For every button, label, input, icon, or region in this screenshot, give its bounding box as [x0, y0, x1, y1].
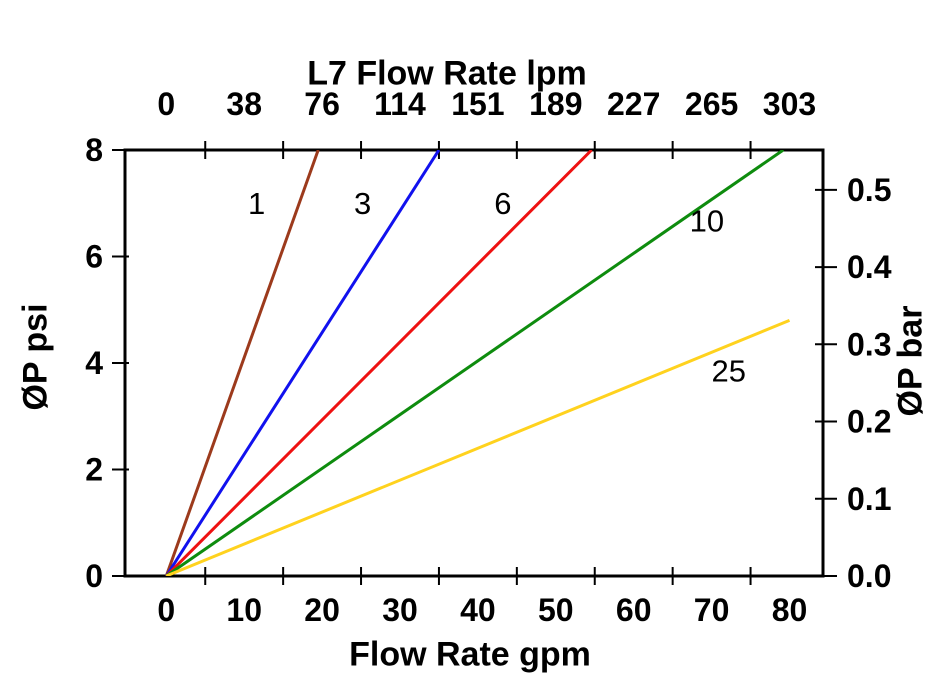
- bottom-axis-tick-label: 80: [772, 592, 808, 628]
- bottom-axis-tick-label: 70: [694, 592, 730, 628]
- left-axis-tick-label: 6: [85, 239, 103, 275]
- series-line-10: [165, 150, 785, 576]
- series-label-10: 10: [690, 203, 724, 238]
- top-axis-tick-label: 151: [451, 86, 504, 122]
- right-axis-tick-label: 0.3: [847, 326, 891, 362]
- top-axis-tick-label: 303: [763, 86, 816, 122]
- series-label-25: 25: [711, 353, 745, 388]
- series-label-6: 6: [494, 186, 511, 221]
- right-axis-tick-label: 0.1: [847, 481, 891, 517]
- series-label-3: 3: [354, 186, 371, 221]
- top-axis-tick-label: 189: [529, 86, 582, 122]
- top-axis-tick-label: 114: [374, 86, 426, 122]
- right-axis-title: ØP bar: [891, 305, 930, 417]
- bottom-axis-tick-label: 10: [226, 592, 262, 628]
- top-axis-tick-label: 0: [157, 86, 175, 122]
- top-axis-tick-label: 265: [685, 86, 738, 122]
- series-line-25: [165, 319, 791, 576]
- left-axis-tick-label: 2: [85, 452, 103, 488]
- series-line-6: [165, 150, 593, 576]
- right-axis-tick-label: 0.0: [847, 558, 891, 594]
- right-axis-tick-label: 0.5: [847, 172, 891, 208]
- top-axis-tick-label: 76: [304, 86, 340, 122]
- top-axis-tick-label: 227: [607, 86, 660, 122]
- left-axis-tick-label: 8: [85, 132, 103, 168]
- right-axis-tick-label: 0.4: [847, 249, 892, 285]
- left-axis-title: ØP psi: [16, 303, 55, 411]
- bottom-axis-title: Flow Rate gpm: [349, 635, 591, 674]
- series-line-3: [165, 150, 441, 576]
- bottom-axis-tick-label: 60: [616, 592, 652, 628]
- top-axis-tick-label: 38: [226, 86, 262, 122]
- bottom-axis-tick-label: 0: [157, 592, 175, 628]
- series-label-1: 1: [248, 186, 265, 221]
- top-axis-title: L7 Flow Rate lpm: [307, 54, 587, 93]
- bottom-axis-tick-label: 20: [304, 592, 340, 628]
- series-line-1: [164, 150, 320, 576]
- left-axis-tick-label: 4: [85, 345, 103, 381]
- left-axis-tick-label: 0: [85, 558, 103, 594]
- bottom-axis-tick-label: 40: [460, 592, 496, 628]
- right-axis-tick-label: 0.2: [847, 404, 891, 440]
- bottom-axis-tick-label: 30: [382, 592, 418, 628]
- bottom-axis-tick-label: 50: [538, 592, 574, 628]
